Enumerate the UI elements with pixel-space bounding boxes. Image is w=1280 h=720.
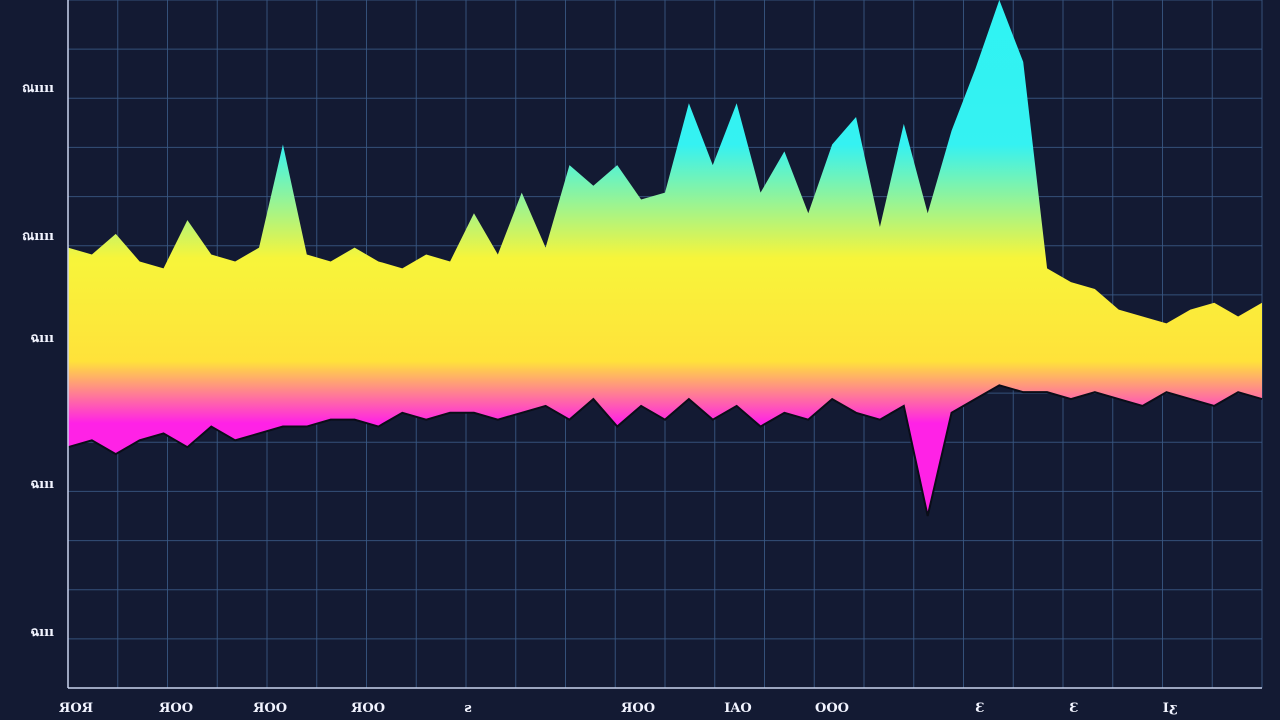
spectrum-band-0 (68, 0, 1262, 516)
y-tick-label: ฉııı (30, 625, 54, 640)
x-tick-label: ЯOO (253, 701, 287, 716)
y-tick-label: ณıııı (22, 229, 54, 244)
x-tick-label: OOO (815, 701, 849, 716)
x-tick-label: ЯOЯ (59, 701, 93, 716)
axes (67, 0, 1262, 689)
spectrum-floor-line (67, 384, 1263, 517)
x-tick-label: Ɛ (1069, 701, 1078, 716)
x-tick-label: ЯOO (351, 701, 385, 716)
y-tick-labels: ณıııı ณıııı ฉııı ฉııı ฉııı (22, 81, 54, 640)
x-tick-label: ЯOO (159, 701, 193, 716)
y-tick-label: ฉııı (30, 331, 54, 346)
x-tick-labels: ЯOЯ ЯOO ЯOO ЯOO ƨ ЯOO IAO OOO Ɛ Ɛ Iƹ (59, 701, 1178, 716)
x-tick-label: Iƹ (1163, 701, 1178, 716)
y-tick-label: ฉııı (30, 477, 54, 492)
x-tick-label: ƨ (464, 701, 471, 716)
x-tick-label: Ɛ (975, 701, 984, 716)
spectrum-area (67, 0, 1263, 517)
x-tick-label: IAO (724, 701, 752, 716)
x-tick-label: ЯOO (621, 701, 655, 716)
y-tick-label: ณıııı (22, 81, 54, 96)
